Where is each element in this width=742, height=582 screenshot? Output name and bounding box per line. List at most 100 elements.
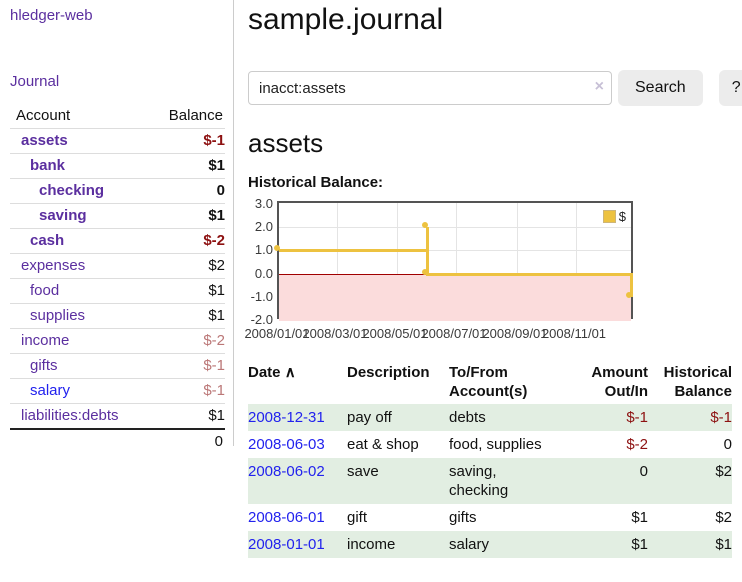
gridline	[279, 250, 631, 251]
account-row-liabilities-debts: liabilities:debts $1	[10, 403, 225, 428]
account-balance: $1	[146, 403, 225, 428]
account-link-liabilities-debts[interactable]: liabilities:debts	[21, 407, 119, 424]
account-link-assets[interactable]: assets	[21, 132, 68, 149]
gridline	[337, 203, 338, 317]
gridline	[279, 227, 631, 228]
account-balance: 0	[146, 178, 225, 203]
account-row-food: food $1	[10, 278, 225, 303]
y-tick: -2.0	[250, 312, 273, 327]
account-link-expenses[interactable]: expenses	[21, 257, 86, 274]
transaction-row: 2008-06-02 save saving, checking 0 $2	[248, 458, 732, 504]
y-tick: -1.0	[250, 289, 273, 304]
gridline	[576, 203, 577, 317]
transaction-accounts: salary	[449, 536, 490, 553]
transaction-date-link[interactable]: 2008-06-03	[248, 436, 325, 453]
account-link-supplies[interactable]: supplies	[30, 307, 86, 324]
account-row-expenses: expenses $2	[10, 253, 225, 278]
clear-search-icon[interactable]: ×	[594, 78, 604, 95]
search-bar: × Search ?	[248, 70, 742, 106]
transaction-date-link[interactable]: 2008-01-01	[248, 536, 325, 553]
transaction-description: eat & shop	[347, 436, 419, 453]
gridline	[456, 203, 457, 317]
legend-label: $	[618, 209, 626, 224]
transaction-row: 2008-06-03 eat & shop food, supplies $-2…	[248, 431, 732, 458]
register-table: Date ∧ Description To/From Account(s) Am…	[248, 360, 732, 558]
transaction-accounts: saving, checking	[449, 463, 509, 499]
search-button[interactable]: Search	[618, 70, 703, 106]
account-link-saving[interactable]: saving	[39, 207, 87, 224]
accounts-total-value: 0	[146, 428, 225, 454]
account-balance: $-1	[146, 128, 225, 153]
transaction-accounts: debts	[449, 409, 486, 426]
page-title: sample.journal	[248, 3, 444, 36]
y-tick: 2.0	[254, 219, 273, 234]
date-column-header[interactable]: Date ∧	[248, 364, 296, 381]
accounts-balance-table: Account Balance assets $-1 bank $1 check…	[10, 104, 225, 454]
negative-region	[279, 275, 631, 321]
transaction-amount: $-2	[626, 436, 648, 453]
transaction-amount: $1	[631, 536, 648, 553]
x-tick: 2008/03/01	[302, 326, 368, 341]
historical-balance-chart: 3.0 2.0 1.0 0.0 -1.0 -2.0	[244, 197, 742, 341]
transaction-balance: $-1	[710, 409, 732, 426]
description-column-header: Description	[347, 364, 430, 381]
account-link-cash[interactable]: cash	[30, 232, 65, 249]
account-link-food[interactable]: food	[30, 282, 60, 299]
account-column-header: Account	[16, 107, 71, 124]
search-input[interactable]	[248, 71, 612, 105]
account-row-checking: checking 0	[10, 178, 225, 203]
account-page-title: assets	[248, 128, 324, 158]
main-content: sample.journal × Search ? assets Histori…	[233, 0, 742, 582]
account-link-checking[interactable]: checking	[39, 182, 105, 199]
account-link-gifts[interactable]: gifts	[30, 357, 58, 374]
legend-swatch-icon	[602, 210, 616, 223]
brand-link[interactable]: hledger-web	[10, 7, 93, 24]
sidebar: hledger-web Journal Account Balance asse…	[0, 0, 233, 582]
sidebar-item-journal[interactable]: Journal	[10, 73, 60, 90]
account-balance: $1	[146, 303, 225, 328]
accounts-total-row: 0	[10, 428, 225, 454]
transaction-balance: $1	[715, 536, 732, 553]
balance-line-segment	[426, 273, 633, 276]
account-row-assets: assets $-1	[10, 128, 225, 153]
help-button[interactable]: ?	[718, 70, 742, 106]
account-link-salary[interactable]: salary	[30, 382, 71, 399]
y-tick: 1.0	[254, 242, 273, 257]
balance-column-header: Balance	[168, 107, 223, 124]
data-point-marker	[422, 269, 428, 275]
register-table-header: Date ∧ Description To/From Account(s) Am…	[248, 360, 732, 404]
x-tick: 2008/11/01	[541, 326, 607, 341]
transaction-date-link[interactable]: 2008-06-01	[248, 509, 325, 526]
sidebar-divider	[233, 0, 234, 446]
x-tick: 2008/09/01	[482, 326, 548, 341]
x-tick: 2008/07/01	[421, 326, 487, 341]
chart-plot-area: $	[274, 201, 633, 321]
gridline	[517, 203, 518, 317]
account-balance: $-2	[146, 328, 225, 353]
transaction-accounts: food, supplies	[449, 436, 542, 453]
transaction-balance: $2	[715, 463, 732, 480]
chart-legend: $	[602, 209, 626, 224]
transaction-row: 2008-12-31 pay off debts $-1 $-1	[248, 404, 732, 431]
data-point-marker	[422, 222, 428, 228]
transaction-amount: $1	[631, 509, 648, 526]
transaction-date-link[interactable]: 2008-12-31	[248, 409, 325, 426]
transaction-date-link[interactable]: 2008-06-02	[248, 463, 325, 480]
data-point-marker	[274, 245, 280, 251]
amount-column-header: Amount Out/In	[591, 364, 648, 400]
balance-line-segment	[426, 227, 429, 274]
account-row-supplies: supplies $1	[10, 303, 225, 328]
account-balance: $2	[146, 253, 225, 278]
account-link-bank[interactable]: bank	[30, 157, 66, 174]
transaction-row: 2008-01-01 income salary $1 $1	[248, 531, 732, 558]
accounts-table-header: Account Balance	[10, 104, 225, 128]
account-balance: $-1	[146, 378, 225, 403]
account-row-bank: bank $1	[10, 153, 225, 178]
account-balance: $1	[146, 278, 225, 303]
data-point-marker	[626, 292, 632, 298]
account-balance: $-1	[146, 353, 225, 378]
account-link-income[interactable]: income	[21, 332, 70, 349]
transaction-amount: $-1	[626, 409, 648, 426]
chart-title: Historical Balance:	[248, 174, 384, 191]
